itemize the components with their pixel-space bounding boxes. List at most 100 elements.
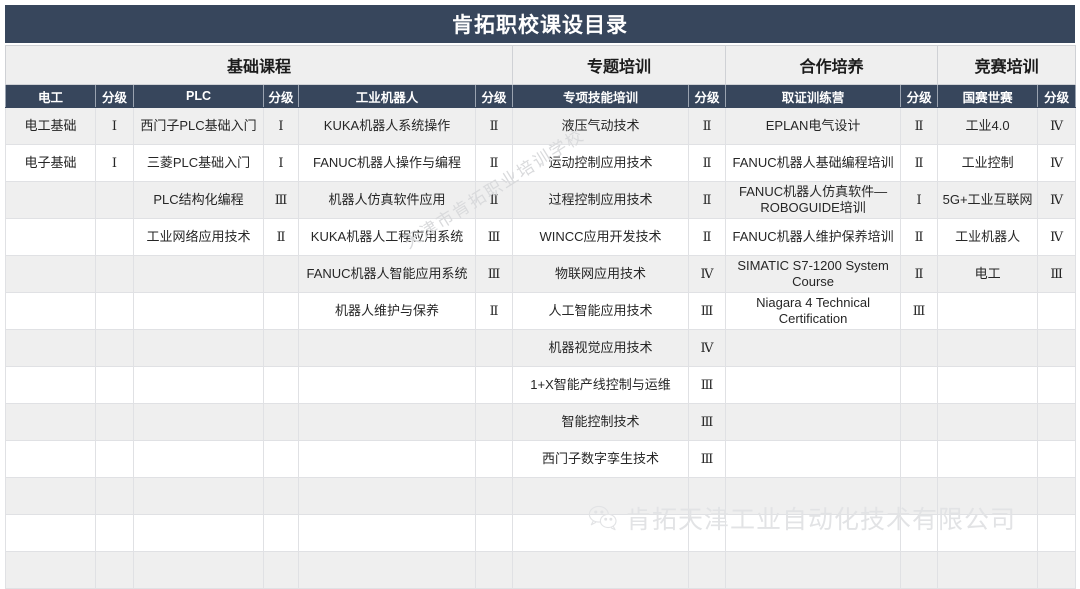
cell-level: Ⅳ — [1037, 144, 1077, 182]
cell-course: EPLAN电气设计 — [725, 107, 902, 145]
table-row: 机器视觉应用技术 Ⅳ — [5, 329, 1077, 367]
group-header-competition: 竞赛培训 — [937, 45, 1077, 85]
table-row: 智能控制技术 Ⅲ — [5, 403, 1077, 441]
cell-level: Ⅱ — [474, 292, 514, 330]
cell-level: Ⅱ — [900, 144, 939, 182]
column-header-special-skill: 专项技能培训 — [512, 84, 690, 108]
column-header-level-4: 分级 — [688, 84, 727, 108]
page-title: 肯拓职校课设目录 — [5, 5, 1075, 43]
cell-level: Ⅳ — [1037, 218, 1077, 256]
cell-level: Ⅲ — [688, 292, 727, 330]
cell-course — [937, 292, 1039, 330]
cell-course — [133, 255, 264, 293]
cell-course: 机器视觉应用技术 — [512, 329, 690, 367]
table-row: 西门子数字孪生技术 Ⅲ — [5, 440, 1077, 478]
cell-course: 机器人维护与保养 — [298, 292, 476, 330]
cell-course — [5, 181, 96, 219]
cell-course: 西门子数字孪生技术 — [512, 440, 690, 478]
cell-level — [95, 403, 134, 441]
cell-course — [937, 329, 1039, 367]
cell-level: Ⅱ — [688, 218, 727, 256]
cell-level — [474, 403, 514, 441]
cell-course: 机器人仿真软件应用 — [298, 181, 476, 219]
cell-level: Ⅱ — [688, 144, 727, 182]
group-header-basic: 基础课程 — [4, 45, 514, 85]
cell-level — [95, 329, 134, 367]
group-header-row: 基础课程 专题培训 合作培养 竞赛培训 — [4, 45, 1077, 85]
cell-level — [263, 255, 299, 293]
cell-course — [5, 218, 96, 256]
cell-level — [263, 514, 299, 552]
cell-course — [5, 403, 96, 441]
cell-course — [5, 440, 96, 478]
cell-level — [900, 440, 939, 478]
cell-course: KUKA机器人工程应用系统 — [298, 218, 476, 256]
cell-level: Ⅰ — [263, 107, 299, 145]
cell-level — [1037, 292, 1077, 330]
cell-course — [133, 329, 264, 367]
cell-level: Ⅱ — [263, 218, 299, 256]
cell-level: Ⅱ — [900, 218, 939, 256]
table-row: 工业网络应用技术 Ⅱ KUKA机器人工程应用系统 Ⅲ WINCC应用开发技术 Ⅱ FANUC… — [5, 218, 1077, 256]
cell-level: Ⅲ — [1037, 255, 1077, 293]
cell-level — [1037, 329, 1077, 367]
cell-level — [474, 551, 514, 589]
cell-course: 人工智能应用技术 — [512, 292, 690, 330]
column-header-level-6: 分级 — [1037, 84, 1077, 108]
cell-course — [5, 514, 96, 552]
cell-level — [474, 366, 514, 404]
cell-level — [263, 403, 299, 441]
cell-course: FANUC机器人仿真软件—ROBOGUIDE培训 — [725, 181, 902, 219]
spreadsheet-canvas: 肯拓职校课设目录 基础课程 专题培训 合作培养 竞赛培训 电工 分级 PLC 分… — [4, 5, 1077, 589]
cell-course: 5G+工业互联网 — [937, 181, 1039, 219]
cell-course — [298, 440, 476, 478]
cell-course — [298, 514, 476, 552]
cell-level — [900, 403, 939, 441]
cell-level — [95, 218, 134, 256]
cell-level: Ⅳ — [688, 329, 727, 367]
column-header-level-2: 分级 — [263, 84, 299, 108]
cell-course: FANUC机器人智能应用系统 — [298, 255, 476, 293]
cell-level — [95, 477, 134, 515]
cell-level: Ⅳ — [1037, 181, 1077, 219]
cell-level — [1037, 477, 1077, 515]
course-catalog-table: 基础课程 专题培训 合作培养 竞赛培训 电工 分级 PLC 分级 工业机器人 分… — [4, 45, 1077, 589]
table-row: PLC结构化编程 Ⅲ 机器人仿真软件应用 Ⅱ 过程控制应用技术 Ⅱ FANUC机器人仿真软件… — [5, 181, 1077, 219]
cell-course — [133, 292, 264, 330]
cell-level: Ⅲ — [474, 255, 514, 293]
cell-course: 工业4.0 — [937, 107, 1039, 145]
cell-level — [1037, 440, 1077, 478]
cell-level — [900, 329, 939, 367]
cell-level — [263, 292, 299, 330]
cell-course — [937, 403, 1039, 441]
cell-course — [133, 514, 264, 552]
cell-level — [1037, 403, 1077, 441]
cell-level — [263, 329, 299, 367]
cell-course — [512, 514, 690, 552]
cell-course — [5, 477, 96, 515]
cell-course — [512, 477, 690, 515]
cell-level: Ⅰ — [900, 181, 939, 219]
cell-course — [133, 440, 264, 478]
cell-level: Ⅲ — [688, 366, 727, 404]
cell-level — [688, 551, 727, 589]
cell-level: Ⅱ — [900, 107, 939, 145]
cell-course — [937, 366, 1039, 404]
cell-level — [900, 477, 939, 515]
cell-level: Ⅰ — [95, 107, 134, 145]
column-header-certification-camp: 取证训练营 — [725, 84, 902, 108]
cell-level — [95, 292, 134, 330]
cell-level: Ⅱ — [474, 144, 514, 182]
cell-level — [95, 440, 134, 478]
cell-level — [263, 440, 299, 478]
cell-level — [900, 366, 939, 404]
table-body: 基础课程 专题培训 合作培养 竞赛培训 电工 分级 PLC 分级 工业机器人 分… — [4, 45, 1077, 589]
cell-level — [95, 551, 134, 589]
cell-course: 三菱PLC基础入门 — [133, 144, 264, 182]
cell-course — [298, 403, 476, 441]
cell-course — [937, 477, 1039, 515]
cell-level — [263, 477, 299, 515]
cell-level: Ⅱ — [900, 255, 939, 293]
cell-level — [688, 514, 727, 552]
cell-level: Ⅱ — [688, 181, 727, 219]
